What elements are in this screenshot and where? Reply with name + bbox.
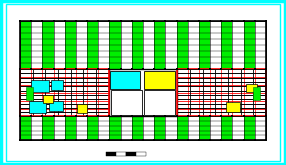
Bar [20,116,31,140]
Bar [143,116,154,140]
Bar [221,21,233,69]
Bar [244,116,255,140]
Bar [233,21,244,69]
Bar [255,21,266,69]
Bar [188,116,199,140]
Bar [110,71,140,89]
Bar [154,21,165,69]
Bar [87,116,98,140]
Bar [51,81,63,90]
Bar [76,21,87,69]
Bar [20,21,266,140]
Bar [29,101,46,113]
Bar [31,21,42,69]
Bar [87,21,98,69]
Bar [43,95,53,103]
Bar [110,116,121,140]
Bar [221,116,233,140]
Bar [210,21,221,69]
Bar [109,69,177,116]
Bar [226,102,240,112]
Bar [176,21,188,69]
Bar [253,87,260,100]
Bar [144,71,175,89]
Bar [210,116,221,140]
Bar [246,83,257,92]
Bar [42,116,53,140]
Bar [144,90,175,115]
Bar [20,21,266,69]
Bar [143,21,154,69]
Bar [233,116,244,140]
Bar [42,21,53,69]
Bar [112,90,142,115]
Bar [126,152,136,156]
Bar [165,21,176,69]
Bar [31,80,49,92]
Bar [53,116,65,140]
Bar [116,152,126,156]
Bar [110,21,121,69]
Bar [106,152,116,156]
Bar [98,116,110,140]
Bar [65,116,76,140]
Bar [199,116,210,140]
Bar [136,152,146,156]
Bar [176,116,188,140]
Bar [177,69,266,116]
Bar [31,116,42,140]
Bar [188,21,199,69]
Bar [199,21,210,69]
Bar [98,21,110,69]
Bar [26,87,33,100]
Bar [132,116,143,140]
Bar [20,21,266,140]
Bar [121,116,132,140]
Bar [255,116,266,140]
Bar [77,104,87,113]
Bar [154,116,165,140]
Bar [49,101,63,111]
Bar [76,116,87,140]
Bar [244,21,255,69]
Bar [65,21,76,69]
Bar [20,116,266,140]
Bar [132,21,143,69]
Bar [20,21,31,69]
Bar [165,116,176,140]
Bar [121,21,132,69]
Bar [20,69,109,116]
Bar [53,21,65,69]
Bar [20,69,266,116]
